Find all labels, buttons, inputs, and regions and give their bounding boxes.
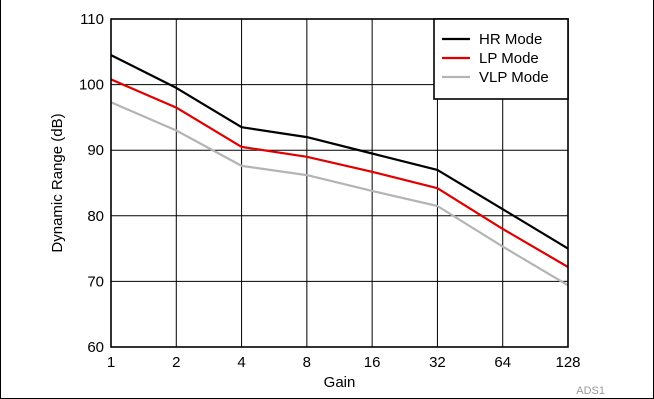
plot-area-border xyxy=(110,18,569,348)
y-tick-labels: 60 70 80 90 100 110 xyxy=(79,11,104,356)
y-tick-label: 100 xyxy=(79,77,104,94)
x-tick-label: 128 xyxy=(555,354,580,371)
y-tick-label: 60 xyxy=(87,339,104,356)
x-tick-labels: 1 2 4 8 16 32 64 128 xyxy=(107,354,581,371)
legend-label: HR Mode xyxy=(479,31,542,48)
x-tick-label: 64 xyxy=(494,354,511,371)
series-line-vlp-mode xyxy=(110,101,569,287)
x-axis-label: Gain xyxy=(324,374,356,391)
x-tick-label: 1 xyxy=(107,354,115,371)
series-line-lp-mode xyxy=(110,78,569,268)
legend: HR Mode LP Mode VLP Mode xyxy=(433,18,569,100)
x-tick-label: 16 xyxy=(364,354,381,371)
y-axis-label: Dynamic Range (dB) xyxy=(49,113,66,252)
x-tick-label: 32 xyxy=(429,354,446,371)
y-tick-label: 110 xyxy=(80,11,104,28)
figure-id-label: ADS1 xyxy=(576,385,605,397)
x-tick-label: 4 xyxy=(237,354,245,371)
series-line-hr-mode xyxy=(110,54,569,250)
legend-label: VLP Mode xyxy=(479,69,549,86)
y-tick-label: 90 xyxy=(87,142,104,159)
series-lines xyxy=(110,54,569,287)
y-tick-label: 80 xyxy=(87,208,104,225)
y-tick-label: 70 xyxy=(87,273,104,290)
x-tick-label: 8 xyxy=(303,354,311,371)
legend-label: LP Mode xyxy=(479,50,539,67)
x-tick-label: 2 xyxy=(172,354,180,371)
